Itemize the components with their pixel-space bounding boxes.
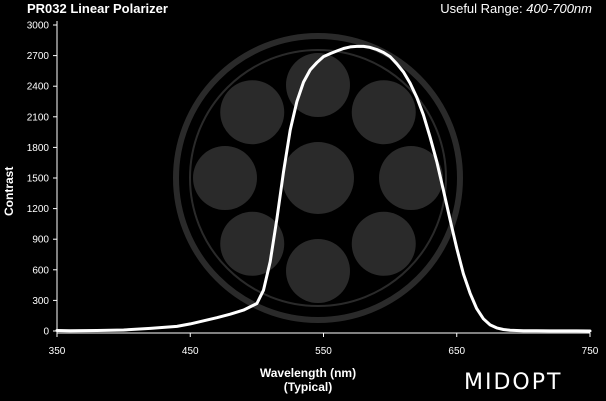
x-tick-label: 350: [49, 346, 66, 357]
y-axis-label: Contrast: [2, 166, 16, 216]
watermark-dot: [220, 80, 285, 145]
x-axis-label: Wavelength (nm) (Typical): [238, 366, 378, 394]
y-tick-label: 600: [32, 265, 49, 276]
x-tick-label: 550: [315, 346, 332, 357]
watermark-center-dot: [282, 142, 354, 214]
x-tick-label: 650: [448, 346, 465, 357]
contrast-curve: [55, 44, 592, 333]
chart-title: PR032 Linear Polarizer: [27, 1, 168, 16]
useful-range-label: Useful Range:: [440, 1, 523, 16]
watermark-ring-inner: [189, 49, 447, 307]
y-tick-label: 2700: [27, 51, 50, 62]
x-axis-label-main: Wavelength (nm): [259, 366, 357, 380]
watermark-dot: [379, 146, 443, 210]
y-tick-label: 2400: [27, 82, 50, 93]
y-tick-label: 0: [43, 327, 49, 338]
watermark-dot: [351, 211, 416, 276]
y-tick-label: 1800: [27, 143, 50, 154]
chart-ticks: 0 300 600 900 1200 1500 1800 2100 2400 2700 3000 35…: [27, 21, 599, 358]
watermark-dot: [351, 80, 416, 145]
chart-series: [55, 44, 592, 333]
x-axis-label-sub: (Typical): [283, 380, 333, 394]
y-tick-label: 300: [32, 296, 49, 307]
x-tick-label: 750: [582, 346, 599, 357]
useful-range-value: 400-700nm: [526, 1, 592, 16]
y-tick-label: 3000: [27, 21, 50, 32]
watermark-dot: [286, 53, 350, 117]
midopt-logo: MIDOPT: [464, 370, 563, 395]
watermark-dot: [220, 211, 285, 276]
watermark-ring-outer: [173, 33, 463, 323]
y-tick-label: 1200: [27, 204, 50, 215]
useful-range: Useful Range: 400-700nm: [440, 1, 592, 16]
watermark-dot: [193, 146, 257, 210]
watermark-dot: [286, 239, 350, 303]
y-tick-label: 2100: [27, 112, 50, 123]
watermark-logo: [173, 33, 463, 323]
x-tick-label: 450: [182, 346, 199, 357]
y-tick-label: 900: [32, 235, 49, 246]
y-tick-label: 1500: [27, 174, 50, 185]
